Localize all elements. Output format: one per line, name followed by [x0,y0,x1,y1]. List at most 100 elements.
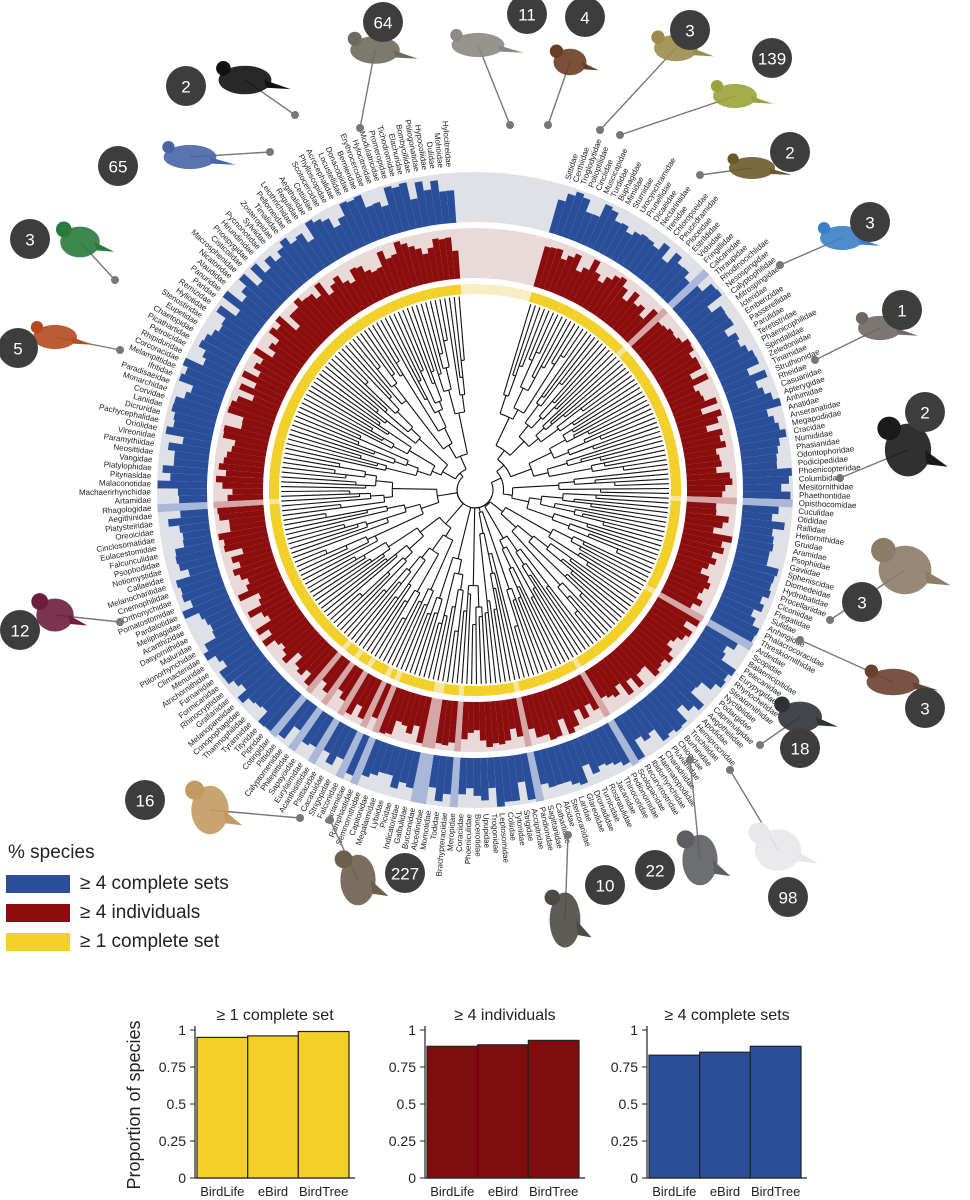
ring-wedge-1-complete-set [668,515,680,522]
ring-wedge-1-complete-set [389,668,398,680]
tree-branch [366,517,388,525]
tree-branch [360,458,378,464]
ring-wedge-4-complete-sets [168,515,209,527]
tree-branch [516,587,522,598]
ring-wedge-4-complete-sets [739,524,773,537]
legend-item-4-complete-sets: ≥ 4 complete sets [6,870,266,898]
ring-wedge-1-complete-set [474,686,480,697]
ring-wedge-1-complete-set [503,683,510,694]
tree-branch [632,459,667,466]
bird-leader-dot [836,474,844,482]
tree-branch [329,416,393,449]
legend-item-4-individuals: ≥ 4 individuals [6,899,266,927]
tree-branch [460,360,464,378]
ring-wedge-1-complete-set [533,293,542,305]
tree-branch [541,310,550,328]
tree-branch [573,501,592,505]
bird-leader-dot [811,356,819,364]
ring-wedge-4-individuals [663,582,703,607]
tree-branch [540,382,560,407]
ring-wedge-4-complete-sets [552,744,572,783]
ring-wedge-4-individuals [232,556,276,577]
ring-wedge-1-complete-set [269,493,280,500]
ring-wedge-4-individuals [218,525,267,541]
ring-wedge-1-complete-set [657,415,669,424]
ring-wedge-1-complete-set [536,674,545,686]
y-tick-label: 0.75 [389,1059,416,1075]
ring-wedge-4-individuals [668,390,702,409]
ring-wedge-1-complete-set [269,483,280,489]
tree-branch [615,449,666,462]
tree-branch [411,306,429,355]
ring-wedge-1-complete-set [270,458,282,465]
tree-branch [346,461,386,471]
ring-wedge-4-individuals [500,699,512,741]
tree-branch [366,638,376,652]
tree-branch [294,553,316,563]
ring-wedge-4-individuals [241,417,273,432]
ring-wedge-4-individuals [665,578,700,599]
ring-wedge-4-individuals [223,457,265,468]
tree-branch [319,373,336,387]
ring-wedge-4-complete-sets [428,754,441,788]
tree-branch [369,591,387,611]
tree-branch [521,615,544,672]
ring-wedge-1-complete-set [301,595,313,606]
tree-branch [579,552,612,573]
tree-branch [345,536,367,547]
family-label: Phaethontidae [799,491,851,501]
ring-wedge-4-individuals [606,653,631,682]
ring-wedge-1-complete-set [362,654,372,666]
ring-wedge-4-individuals [276,325,314,357]
tree-branch [582,513,603,519]
tree-branch [431,534,444,551]
ring-wedge-4-complete-sets [736,422,780,439]
tree-branch [486,601,489,613]
ring-wedge-1-complete-set [550,669,559,681]
tree-branch [426,398,436,414]
tree-branch [281,481,307,484]
tree-branch [434,382,443,401]
ring-wedge-1-complete-set [653,567,665,576]
ring-wedge-1-complete-set [538,295,547,307]
count-badge-label: 3 [25,231,34,250]
bird-icon [877,416,948,477]
ring-wedge-1-complete-set [605,336,616,347]
ring-wedge-4-complete-sets [672,285,703,314]
count-badge [166,66,206,106]
tree-branch [393,313,416,360]
tree-branch [462,377,466,395]
ring-wedge-1-complete-set [294,386,306,396]
tree-branch [340,501,385,509]
ring-wedge-1-complete-set [669,465,681,472]
ring-wedge-4-complete-sets [711,344,749,369]
tree-branch [364,330,385,360]
ring-wedge-4-complete-sets [722,369,768,394]
family-label: Coliidae [506,812,518,842]
tree-branch [376,322,390,345]
count-badge-label: 3 [865,214,874,233]
ring-wedge-4-individuals [672,563,710,583]
ring-wedge-4-individuals [631,321,663,351]
ring-wedge-4-individuals [681,533,723,548]
ring-wedge-4-individuals [634,325,668,355]
ring-wedge-4-complete-sets [651,687,688,727]
tree-branch [290,429,347,449]
ring-wedge-4-individuals [489,701,499,744]
tree-branch [343,456,378,467]
ring-wedge-4-individuals [672,397,718,419]
ring-wedge-4-individuals [570,676,590,706]
ring-wedge-1-complete-set [269,473,280,480]
bird-icon [727,153,792,179]
tree-branch [574,430,588,439]
tree-branch [448,297,457,346]
tree-branch [499,395,507,414]
ring-wedge-4-individuals [683,440,727,455]
bird-icon [347,31,418,64]
tree-branch [429,301,439,334]
tree-branch [375,403,386,413]
ring-wedge-4-complete-sets [389,747,408,789]
ring-wedge-4-individuals [577,271,601,307]
ring-wedge-4-complete-sets [237,666,278,704]
tree-branch [569,337,596,370]
